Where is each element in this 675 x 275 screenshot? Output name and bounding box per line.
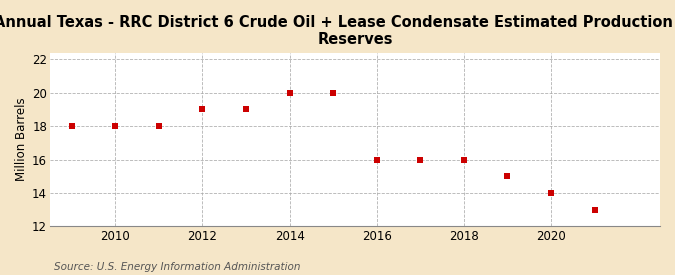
Point	[240, 107, 251, 112]
Title: Annual Texas - RRC District 6 Crude Oil + Lease Condensate Estimated Production : Annual Texas - RRC District 6 Crude Oil …	[0, 15, 675, 47]
Point	[545, 191, 556, 195]
Point	[66, 124, 77, 128]
Point	[589, 207, 600, 212]
Point	[458, 157, 469, 162]
Point	[197, 107, 208, 112]
Point	[284, 90, 295, 95]
Point	[502, 174, 513, 178]
Point	[415, 157, 426, 162]
Point	[153, 124, 164, 128]
Y-axis label: Million Barrels: Million Barrels	[15, 98, 28, 181]
Point	[371, 157, 382, 162]
Point	[110, 124, 121, 128]
Point	[328, 90, 339, 95]
Text: Source: U.S. Energy Information Administration: Source: U.S. Energy Information Administ…	[54, 262, 300, 272]
